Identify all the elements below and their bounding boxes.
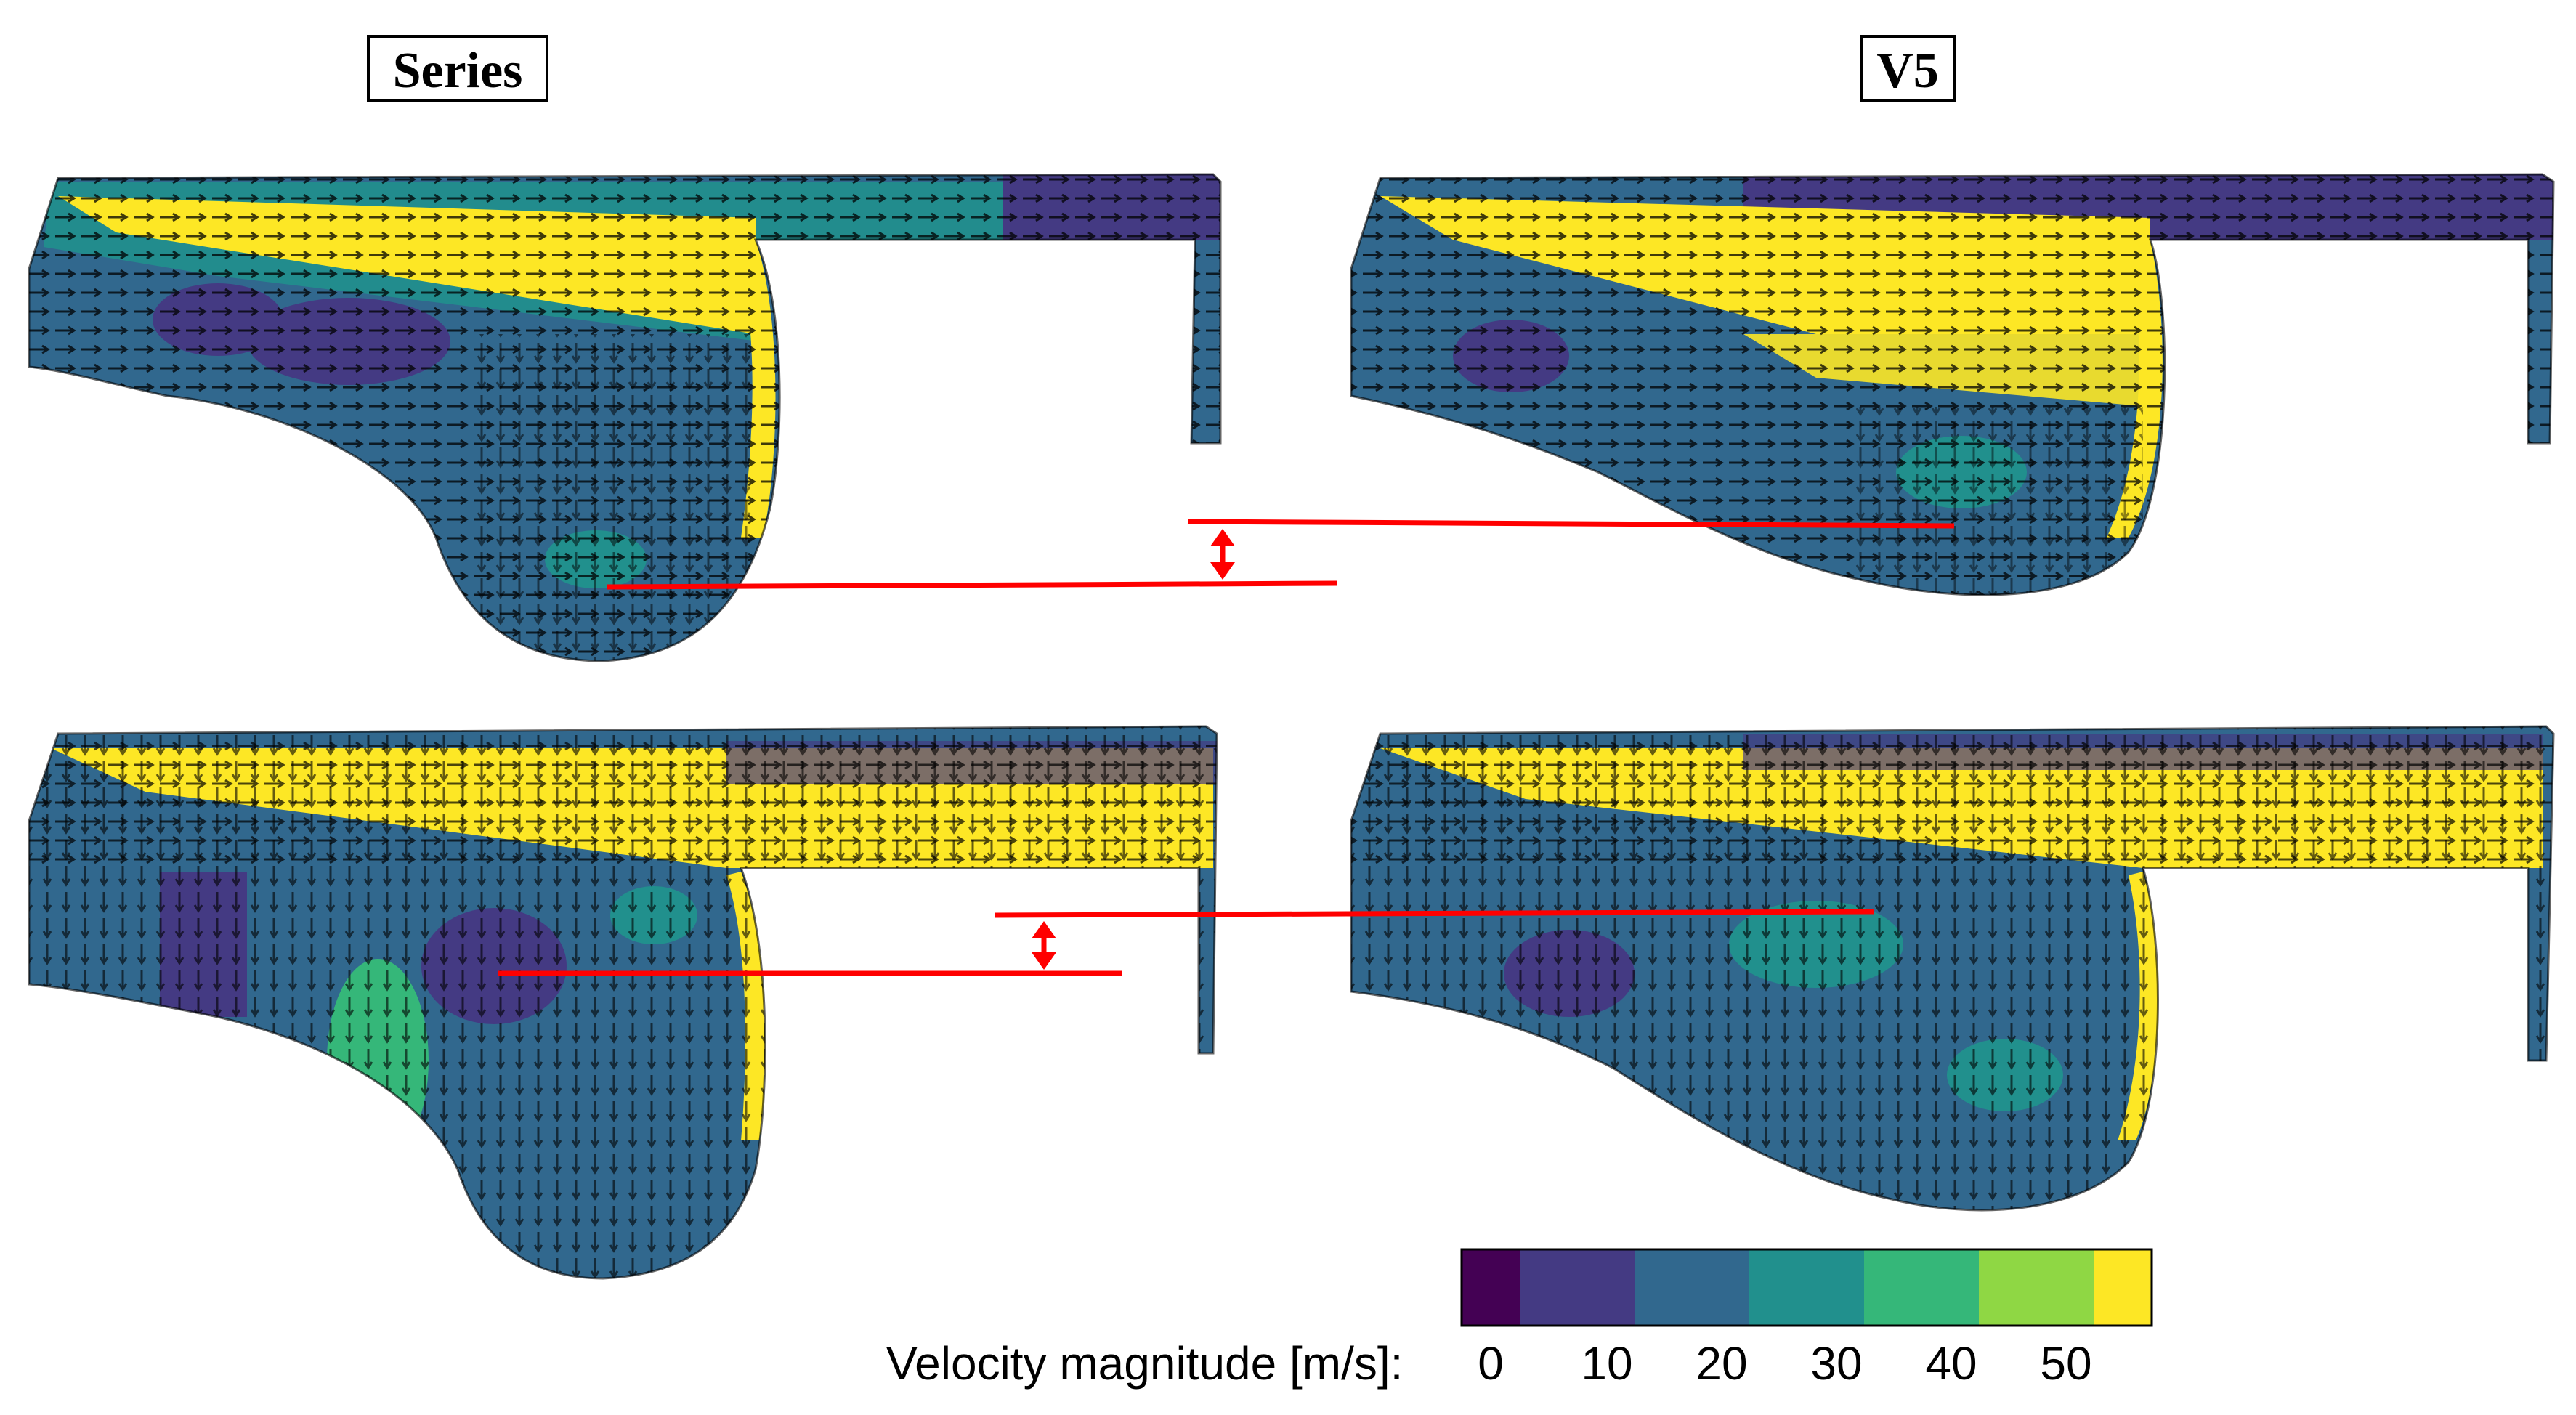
colorbar-segment — [1635, 1249, 1749, 1326]
panel-v5-top — [1351, 174, 2553, 596]
arrow-down-bottom — [1032, 952, 1056, 970]
series-label: Series — [367, 35, 548, 102]
vortex-height-markers — [498, 519, 1955, 976]
panel-series-top — [29, 174, 1220, 661]
colorbar-segment — [1749, 1249, 1864, 1326]
colorbar-tick-label: 20 — [1696, 1337, 1748, 1390]
colorbar-tick-label: 0 — [1478, 1337, 1504, 1390]
panel-v5-bottom — [1351, 726, 2553, 1210]
colorbar-segment — [1979, 1249, 2094, 1326]
marker-line-top-v5 — [1187, 519, 1955, 529]
colorbar-tick-label: 50 — [2040, 1337, 2092, 1390]
colorbar-tick-label: 30 — [1810, 1337, 1863, 1390]
colorbar-segment — [1864, 1249, 1979, 1326]
marker-line-top-series — [606, 580, 1337, 590]
arrow-down-top — [1210, 562, 1235, 580]
colorbar-segment — [2094, 1249, 2152, 1326]
panel-series-bottom — [29, 726, 1217, 1278]
arrow-up-bottom — [1032, 921, 1056, 938]
colorbar — [1460, 1248, 2153, 1327]
colorbar-title: Velocity magnitude [m/s]: — [886, 1337, 1404, 1390]
v5-label: V5 — [1860, 35, 1956, 102]
arrow-up-top — [1210, 529, 1235, 546]
colorbar-segment — [1520, 1249, 1635, 1326]
marker-line-bottom-v5 — [995, 909, 1875, 918]
colorbar-tick-label: 10 — [1581, 1337, 1633, 1390]
colorbar-segment — [1462, 1249, 1520, 1326]
colorbar-tick-label: 40 — [1925, 1337, 1977, 1390]
